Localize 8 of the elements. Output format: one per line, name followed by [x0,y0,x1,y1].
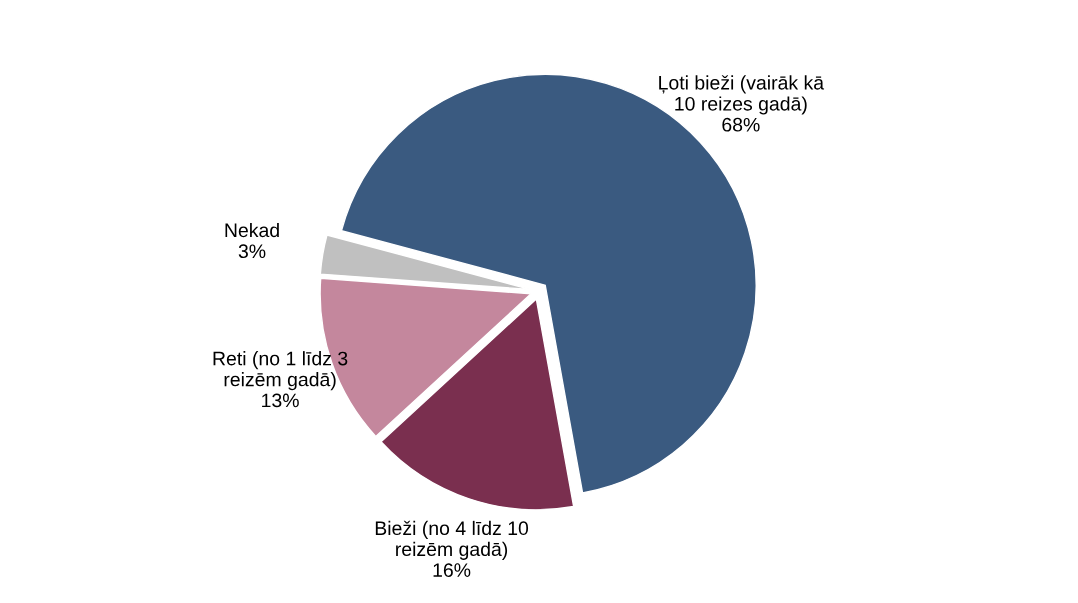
data-label: 16% [433,563,471,578]
data-label: 68% [722,117,760,132]
slice-label: Bieži (no 4 līdz 10 reizēm gadā) [375,520,529,560]
data-label: 13% [262,393,299,408]
slice-label: Nekad [225,222,279,238]
data-label: 3% [238,244,266,259]
slice-label: Reti (no 1 līdz 3 reizēm gadā) [213,351,348,391]
slice-label: Ļoti bieži (vairāk kā 10 reizes gadā) [659,75,825,115]
